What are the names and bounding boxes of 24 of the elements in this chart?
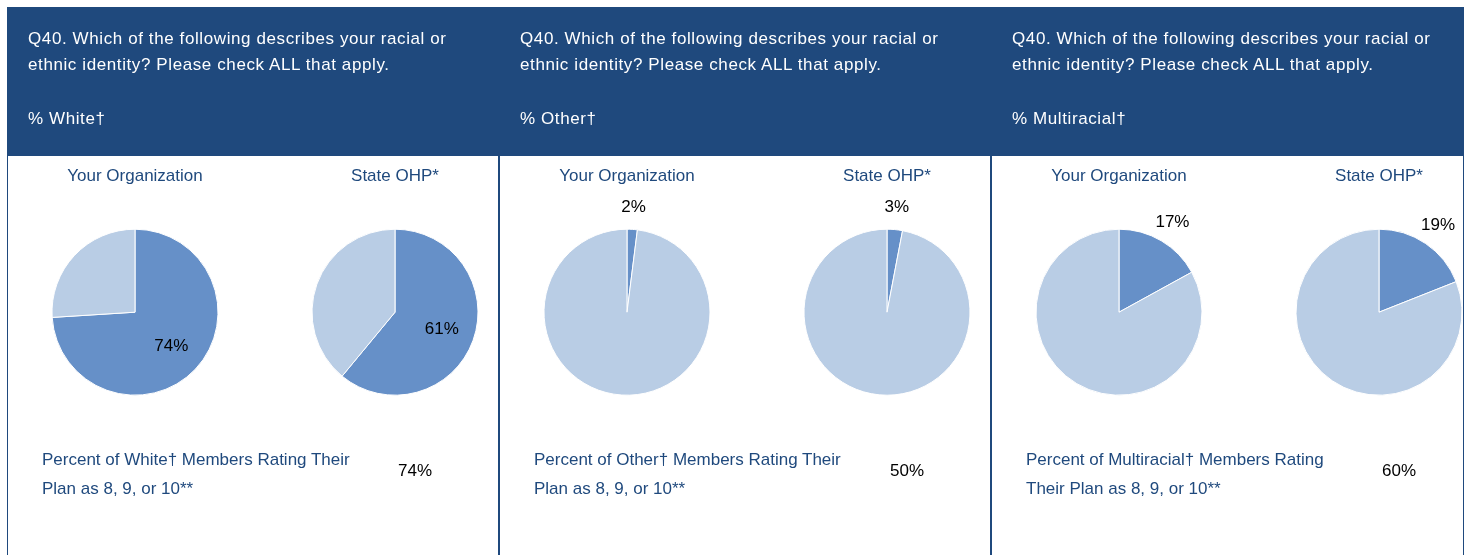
- data-label: 74%: [154, 335, 189, 355]
- data-label: 17%: [1155, 211, 1190, 231]
- chart-title: Your Organization: [67, 165, 203, 185]
- text: Q40. Which of the following describes your racial or ethnic identity? Please check ALL that apply.: [28, 28, 448, 76]
- text: 74%: [398, 461, 433, 481]
- chart-title: State OHP*: [843, 165, 932, 185]
- text: % White†: [28, 108, 107, 130]
- text: Q40. Which of the following describes your racial or ethnic identity? Please check ALL that apply.: [1012, 28, 1432, 76]
- text: 60%: [1382, 461, 1417, 481]
- chart-title: State OHP*: [351, 165, 440, 185]
- text: % Multiracial†: [1012, 108, 1128, 130]
- text: 50%: [890, 461, 925, 481]
- data-label: 3%: [884, 197, 910, 217]
- chart-title: State OHP*: [1335, 165, 1424, 185]
- data-label: 19%: [1421, 215, 1456, 235]
- text: % Other†: [520, 108, 598, 130]
- data-label: 2%: [621, 197, 646, 217]
- text: Q40. Which of the following describes your racial or ethnic identity? Please check ALL that apply.: [520, 28, 940, 76]
- chart-title: Your Organization: [559, 165, 695, 185]
- text: Percent of Multiracial† Members Rating Their Plan as 8, 9, or 10**: [1026, 449, 1325, 500]
- text: Percent of Other† Members Rating Their Plan as 8, 9, or 10**: [534, 449, 842, 500]
- data-label: 61%: [424, 318, 459, 338]
- text: Percent of White† Members Rating Their Plan as 8, 9, or 10**: [42, 449, 351, 500]
- chart-title: Your Organization: [1051, 165, 1187, 185]
